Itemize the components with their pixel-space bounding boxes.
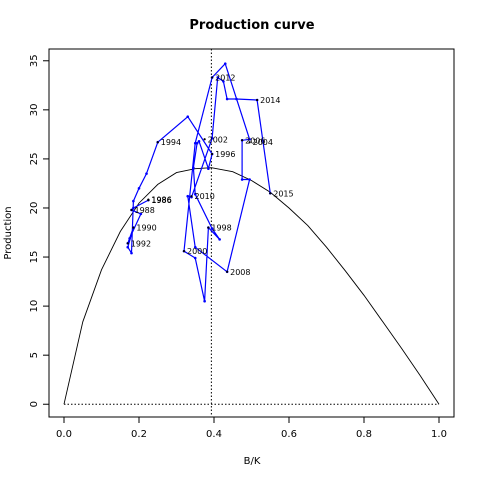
chart-title: Production curve: [189, 18, 314, 33]
y-tick-label: 0: [29, 401, 40, 407]
x-tick-label: 0.2: [131, 429, 147, 440]
series-point: [193, 192, 197, 196]
year-label: 2002: [208, 135, 228, 144]
plot-frame: [48, 48, 455, 418]
year-label: 2010: [195, 192, 215, 201]
series-point: [203, 299, 206, 303]
series-point: [235, 97, 238, 101]
year-label: 1994: [161, 138, 181, 147]
y-tick-label: 5: [29, 352, 40, 358]
year-label: 2015: [273, 189, 293, 198]
series-line: [127, 63, 271, 302]
label-point: [241, 139, 244, 142]
series-point: [139, 212, 143, 216]
label-point: [256, 98, 259, 102]
year-label: 1986: [151, 196, 171, 205]
year-label: 1998: [211, 224, 231, 233]
series-point: [207, 167, 210, 171]
x-tick-label: 0.4: [206, 429, 222, 440]
series-point: [193, 256, 197, 260]
y-axis-label: Production: [3, 206, 14, 259]
series-point: [225, 97, 229, 101]
y-tick-label: 30: [29, 103, 40, 116]
y-tick-label: 25: [29, 153, 40, 166]
label-point: [211, 76, 214, 79]
year-label: 1986: [151, 196, 171, 205]
label-point: [182, 250, 186, 253]
series-point: [240, 178, 244, 181]
y-tick-label: 35: [29, 54, 40, 67]
label-point: [130, 208, 133, 212]
y-tick-label: 20: [29, 202, 40, 215]
x-tick-label: 0.8: [356, 429, 372, 440]
label-point: [132, 226, 135, 229]
year-label: 1996: [215, 150, 235, 159]
series-point: [132, 199, 135, 203]
y-tick-label: 10: [29, 300, 40, 313]
series-point: [126, 245, 130, 249]
series-point: [186, 115, 190, 119]
label-point: [248, 141, 251, 144]
x-axis: 0.0 0.2 0.4 0.6 0.8 1.0: [56, 416, 447, 440]
year-label: 2014: [260, 96, 280, 105]
year-label: 1990: [136, 224, 156, 233]
series-point: [195, 141, 199, 145]
production-curve-line: [63, 167, 440, 405]
series-point: [193, 245, 197, 249]
series-point: [145, 172, 148, 175]
label-point: [147, 198, 150, 201]
series-point: [193, 141, 197, 145]
series-point: [216, 76, 220, 79]
y-tick-label: 15: [29, 251, 40, 264]
label-point: [269, 192, 272, 195]
y-axis: 0 5 10 15 20 25 30 35: [29, 54, 50, 407]
year-label: 2004: [253, 138, 273, 147]
label-point: [126, 242, 129, 245]
x-tick-label: 0.0: [56, 429, 72, 440]
series-point: [223, 62, 227, 66]
series-point: [128, 237, 131, 240]
label-point: [156, 141, 159, 144]
series-point: [130, 251, 133, 255]
label-point: [203, 138, 206, 141]
x-tick-label: 1.0: [431, 429, 447, 440]
series-point: [248, 137, 251, 141]
x-tick-label: 0.6: [281, 429, 297, 440]
label-point: [190, 195, 193, 198]
year-label: 2000: [187, 247, 207, 256]
series-point: [222, 80, 225, 83]
year-label: 2006: [245, 136, 265, 145]
year-label: 1988: [135, 206, 155, 215]
series-point: [186, 194, 190, 198]
year-label: 2008: [230, 268, 250, 277]
series-point: [197, 139, 201, 143]
plot-content: 1986198619881990199219941996199820002002…: [63, 49, 440, 417]
series-point: [210, 227, 214, 230]
series-point: [137, 187, 141, 190]
year-label: 2012: [215, 73, 235, 82]
series-point: [218, 238, 221, 241]
series-point: [210, 137, 214, 140]
series-point: [192, 166, 195, 170]
series-point: [132, 206, 135, 210]
label-point: [207, 226, 210, 229]
series-point: [248, 178, 251, 181]
label-point: [226, 270, 229, 273]
x-axis-label: B/K: [244, 456, 261, 467]
label-point: [211, 152, 214, 156]
year-label: 1992: [131, 239, 151, 248]
